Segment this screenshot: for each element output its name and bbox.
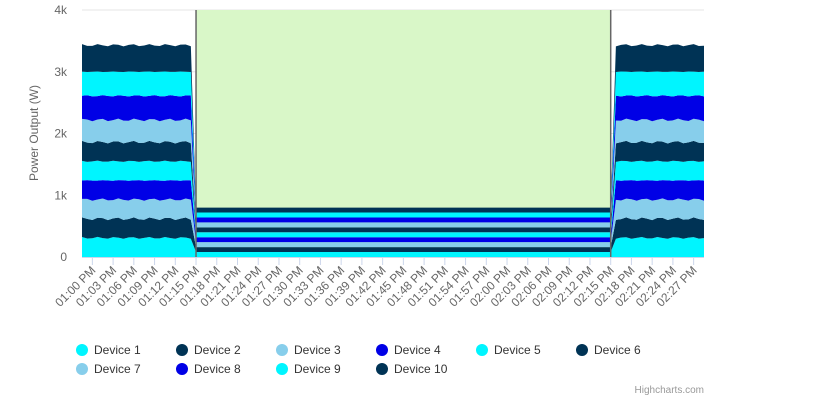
y-tick-label: 4k	[54, 3, 68, 17]
legend-label: Device 5	[494, 343, 541, 357]
y-tick-label: 3k	[54, 65, 68, 79]
legend-marker	[76, 363, 88, 375]
legend-marker	[176, 344, 188, 356]
legend-item-device-9[interactable]: Device 9	[276, 360, 341, 378]
area-device-6[interactable]	[82, 140, 704, 233]
legend-marker	[76, 344, 88, 356]
y-tick-label: 1k	[54, 188, 68, 202]
legend-marker	[176, 363, 188, 375]
legend-marker	[376, 363, 388, 375]
legend-marker	[476, 344, 488, 356]
area-device-4[interactable]	[82, 180, 704, 243]
legend-item-device-7[interactable]: Device 7	[76, 360, 141, 378]
legend-label: Device 8	[194, 362, 241, 376]
legend-label: Device 4	[394, 343, 441, 357]
legend-item-device-8[interactable]: Device 8	[176, 360, 241, 378]
area-device-8[interactable]	[82, 95, 704, 223]
legend-label: Device 10	[394, 362, 448, 376]
legend-item-device-5[interactable]: Device 5	[476, 341, 541, 359]
legend-marker	[376, 344, 388, 356]
area-device-5[interactable]	[82, 160, 704, 238]
area-device-7[interactable]	[82, 118, 704, 228]
legend-item-device-6[interactable]: Device 6	[576, 341, 641, 359]
legend-item-device-2[interactable]: Device 2	[176, 341, 241, 359]
area-device-10[interactable]	[82, 44, 704, 213]
legend-marker	[276, 344, 288, 356]
legend-item-device-10[interactable]: Device 10	[376, 360, 447, 378]
legend-label: Device 7	[94, 362, 141, 376]
y-tick-label: 0	[60, 250, 67, 264]
legend-label: Device 3	[294, 343, 341, 357]
legend-item-device-3[interactable]: Device 3	[276, 341, 341, 359]
legend-label: Device 6	[594, 343, 641, 357]
y-tick-label: 2k	[54, 127, 68, 141]
series-areas	[82, 44, 704, 257]
legend-item-device-1[interactable]: Device 1	[76, 341, 141, 359]
legend-item-device-4[interactable]: Device 4	[376, 341, 441, 359]
area-device-2[interactable]	[82, 217, 704, 253]
area-device-3[interactable]	[82, 198, 704, 248]
credits-link[interactable]: Highcharts.com	[634, 385, 704, 396]
legend-marker	[276, 363, 288, 375]
area-device-1[interactable]	[82, 236, 704, 257]
plot-lines	[195, 10, 612, 257]
legend-marker	[576, 344, 588, 356]
y-axis-title: Power Output (W)	[27, 85, 41, 181]
legend-label: Device 1	[94, 343, 141, 357]
legend-label: Device 9	[294, 362, 341, 376]
legend-label: Device 2	[194, 343, 241, 357]
area-device-9[interactable]	[82, 71, 704, 218]
